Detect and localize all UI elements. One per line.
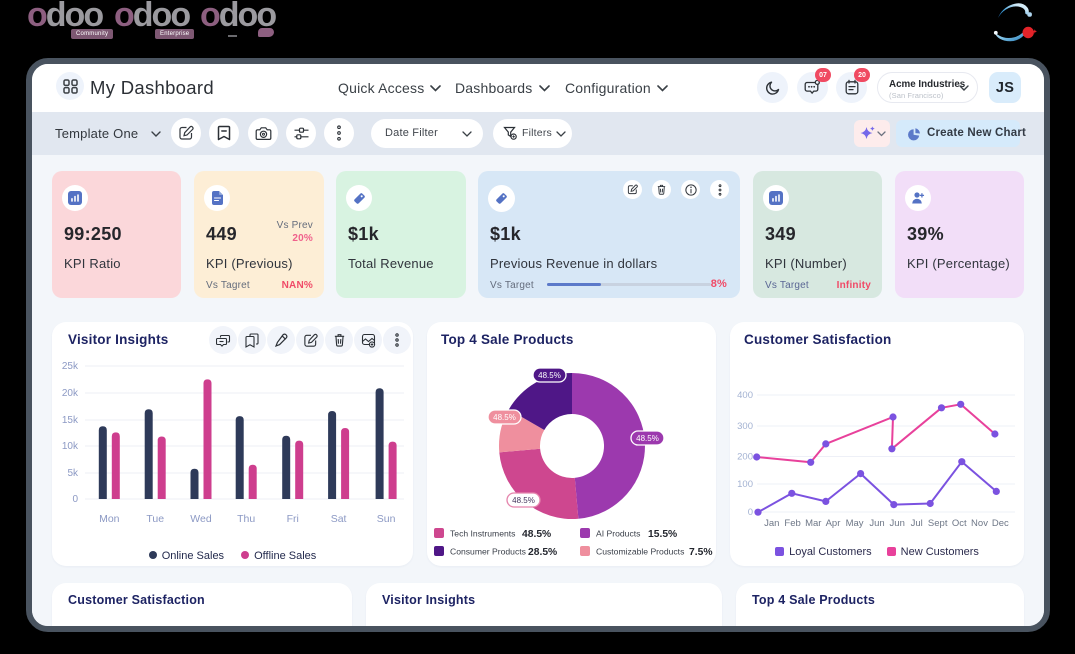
svg-text:Feb: Feb bbox=[784, 518, 800, 529]
svg-text:Nov: Nov bbox=[971, 518, 988, 529]
svg-text:Fri: Fri bbox=[287, 513, 299, 525]
svg-text:300: 300 bbox=[737, 421, 753, 432]
svg-text:May: May bbox=[846, 518, 864, 529]
svg-text:48.5%: 48.5% bbox=[522, 529, 551, 540]
svg-text:AI Products: AI Products bbox=[596, 529, 640, 539]
svg-text:48.5%: 48.5% bbox=[493, 413, 516, 422]
svg-text:Sat: Sat bbox=[331, 513, 347, 525]
svg-text:15k: 15k bbox=[62, 415, 79, 426]
svg-text:0: 0 bbox=[748, 507, 753, 518]
svg-text:Consumer Products: Consumer Products bbox=[450, 547, 526, 557]
svg-text:Thu: Thu bbox=[237, 513, 255, 525]
svg-text:Apr: Apr bbox=[826, 518, 841, 529]
svg-text:25k: 25k bbox=[62, 361, 79, 372]
svg-text:7.5%: 7.5% bbox=[689, 547, 712, 558]
svg-text:10k: 10k bbox=[62, 441, 79, 452]
svg-text:Dec: Dec bbox=[992, 518, 1009, 529]
svg-text:Jan: Jan bbox=[764, 518, 779, 529]
svg-text:Wed: Wed bbox=[190, 513, 212, 525]
svg-text:48.5%: 48.5% bbox=[512, 496, 535, 505]
svg-text:200: 200 bbox=[737, 452, 753, 463]
svg-text:20k: 20k bbox=[62, 388, 79, 399]
svg-text:28.5%: 28.5% bbox=[528, 547, 557, 558]
svg-text:Tue: Tue bbox=[146, 513, 164, 525]
svg-text:Jun: Jun bbox=[869, 518, 884, 529]
svg-text:48.5%: 48.5% bbox=[538, 371, 561, 380]
svg-text:Sun: Sun bbox=[377, 513, 396, 525]
svg-text:48.5%: 48.5% bbox=[636, 434, 659, 443]
svg-text:Customizable Products: Customizable Products bbox=[596, 547, 684, 557]
svg-text:15.5%: 15.5% bbox=[648, 529, 677, 540]
svg-text:Oct: Oct bbox=[952, 518, 967, 529]
svg-text:Mar: Mar bbox=[805, 518, 821, 529]
svg-text:100: 100 bbox=[737, 479, 753, 490]
svg-text:5k: 5k bbox=[67, 468, 79, 479]
svg-text:Mon: Mon bbox=[99, 513, 120, 525]
svg-text:Sept: Sept bbox=[928, 518, 948, 529]
svg-text:0: 0 bbox=[72, 494, 78, 505]
svg-text:Jun: Jun bbox=[890, 518, 905, 529]
svg-text:Tech Instruments: Tech Instruments bbox=[450, 529, 515, 539]
svg-text:400: 400 bbox=[737, 390, 753, 401]
svg-text:Jul: Jul bbox=[911, 518, 923, 529]
